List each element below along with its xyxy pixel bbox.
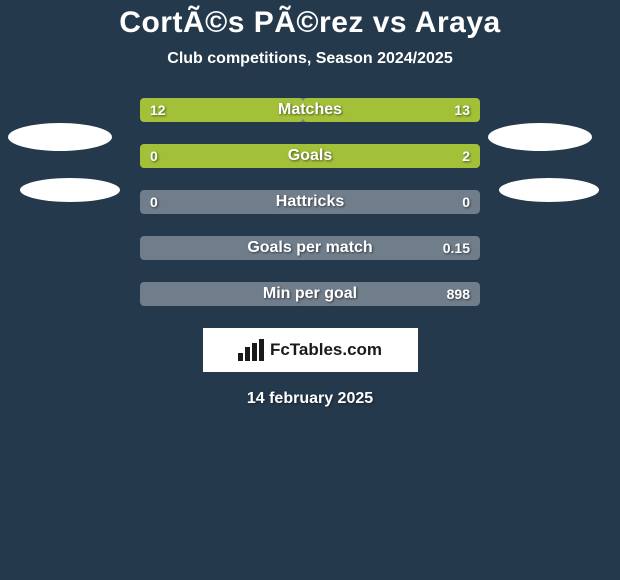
stat-value-left: 0 <box>150 144 158 168</box>
date-text: 14 february 2025 <box>0 390 620 408</box>
stat-label: Hattricks <box>276 190 344 214</box>
stat-label: Matches <box>278 98 342 122</box>
stat-value-right: 0.15 <box>443 236 470 260</box>
fctables-bars-icon <box>238 339 264 361</box>
stat-value-left: 0 <box>150 190 158 214</box>
stat-value-right: 13 <box>454 98 470 122</box>
left-photo-ellipse <box>8 123 112 151</box>
comparison-rows: Matches 12 13 Goals 0 2 Hattricks 0 0 Goals per m… <box>140 98 480 306</box>
stat-value-right: 898 <box>447 282 470 306</box>
page-title: CortÃ©s PÃ©rez vs Araya <box>0 0 620 40</box>
stat-row-hattricks: Hattricks 0 0 <box>140 190 480 214</box>
stat-row-goals: Goals 0 2 <box>140 144 480 168</box>
stat-value-right: 2 <box>462 144 470 168</box>
right-photo-ellipse <box>488 123 592 151</box>
left-photo-ellipse <box>20 178 120 202</box>
stat-value-left: 12 <box>150 98 166 122</box>
stat-value-right: 0 <box>462 190 470 214</box>
subtitle: Club competitions, Season 2024/2025 <box>0 50 620 68</box>
stat-label: Goals <box>288 144 332 168</box>
stat-row-matches: Matches 12 13 <box>140 98 480 122</box>
stat-label: Min per goal <box>263 282 357 306</box>
stat-row-min_per_goal: Min per goal 898 <box>140 282 480 306</box>
right-photo-ellipse <box>499 178 599 202</box>
logo-box: FcTables.com <box>203 328 418 372</box>
logo-text: FcTables.com <box>270 340 382 360</box>
stat-row-goals_per_match: Goals per match 0.15 <box>140 236 480 260</box>
stat-label: Goals per match <box>247 236 372 260</box>
